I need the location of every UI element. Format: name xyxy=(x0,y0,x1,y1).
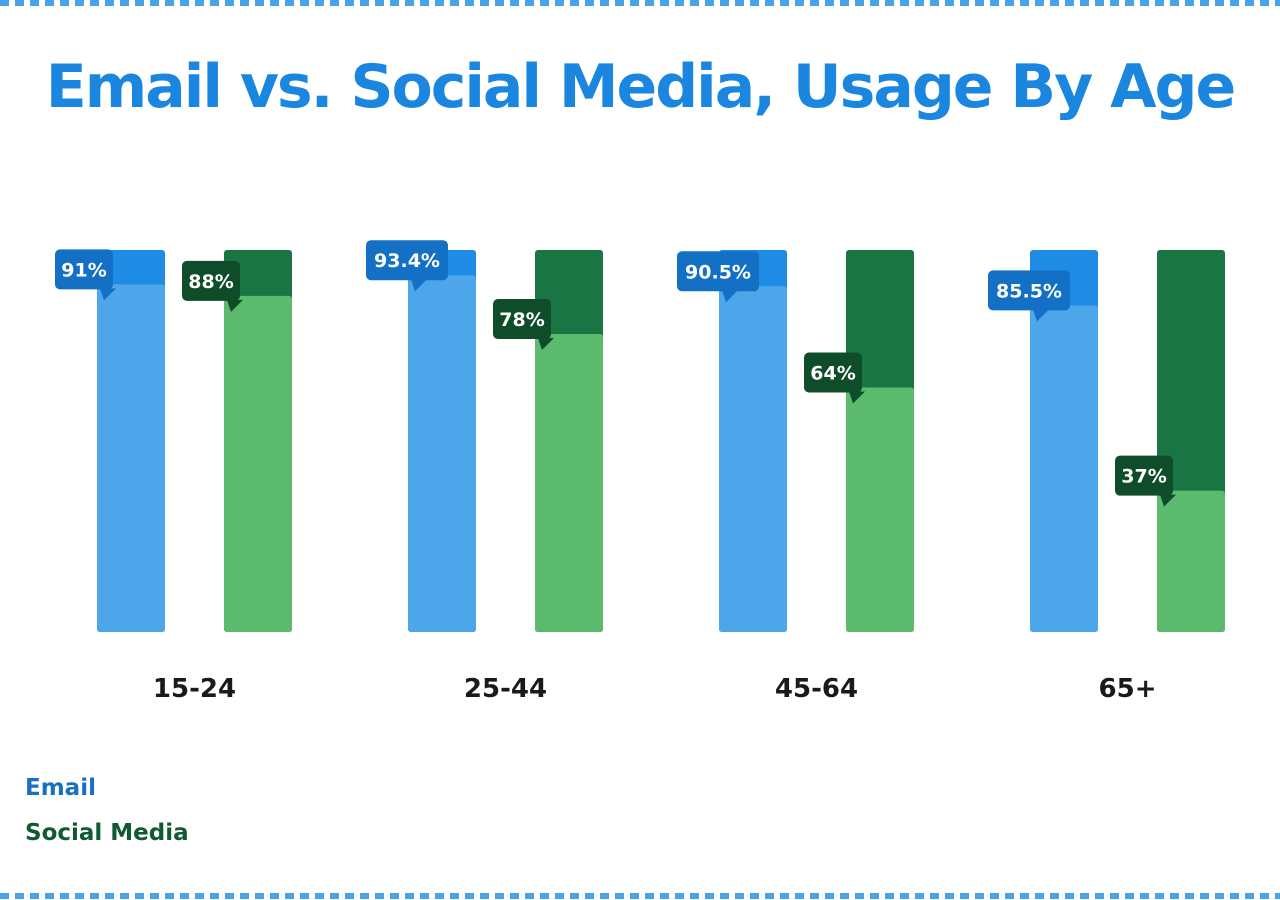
bar-email-65+ xyxy=(1030,305,1098,632)
value-label-email-15-24: 91% xyxy=(61,259,106,281)
x-tick-label-15-24: 15-24 xyxy=(153,674,236,704)
bar-email-15-24 xyxy=(97,284,165,632)
chart-title: Email vs. Social Media, Usage By Age xyxy=(45,52,1236,122)
value-label-box-email-65+ xyxy=(988,270,1070,311)
value-label-box-social-media-45-64 xyxy=(804,352,862,393)
value-label-social-media-65+: 37% xyxy=(1121,466,1166,488)
value-label-box-social-media-15-24 xyxy=(182,260,240,301)
value-label-pointer-social-media-65+ xyxy=(1160,494,1176,507)
bar-email-45-64 xyxy=(719,286,787,632)
bar-email-25-44 xyxy=(408,275,476,632)
value-label-box-email-45-64 xyxy=(677,251,759,292)
value-label-pointer-email-25-44 xyxy=(411,279,427,292)
value-label-pointer-social-media-45-64 xyxy=(849,391,865,404)
bottom-dashed-border xyxy=(0,893,1280,899)
bar-social-media-45-64 xyxy=(846,387,914,632)
value-label-box-social-media-65+ xyxy=(1115,455,1173,496)
value-label-social-media-45-64: 64% xyxy=(810,363,855,385)
x-tick-label-45-64: 45-64 xyxy=(775,674,858,704)
value-label-pointer-social-media-25-44 xyxy=(538,338,554,351)
value-label-pointer-email-15-24 xyxy=(100,288,116,301)
value-label-social-media-15-24: 88% xyxy=(188,271,233,293)
top-dashed-border xyxy=(0,0,1280,6)
x-tick-label-65+: 65+ xyxy=(1099,674,1157,704)
value-label-box-email-15-24 xyxy=(55,249,113,290)
value-label-box-email-25-44 xyxy=(366,240,448,281)
bar-social-media-15-24 xyxy=(224,295,292,632)
x-tick-label-25-44: 25-44 xyxy=(464,674,547,704)
value-label-box-social-media-25-44 xyxy=(493,299,551,340)
legend-email: Email xyxy=(25,775,96,801)
value-label-pointer-email-45-64 xyxy=(722,290,738,303)
value-label-email-25-44: 93.4% xyxy=(374,250,440,272)
bar-social-media-25-44 xyxy=(535,334,603,632)
bar-social-media-65+ xyxy=(1157,490,1225,632)
value-label-email-45-64: 90.5% xyxy=(685,261,751,283)
value-label-pointer-social-media-15-24 xyxy=(227,299,243,312)
value-label-email-65+: 85.5% xyxy=(996,280,1062,302)
value-label-social-media-25-44: 78% xyxy=(499,309,544,331)
legend-social-media: Social Media xyxy=(25,820,189,846)
value-label-pointer-email-65+ xyxy=(1033,309,1049,322)
